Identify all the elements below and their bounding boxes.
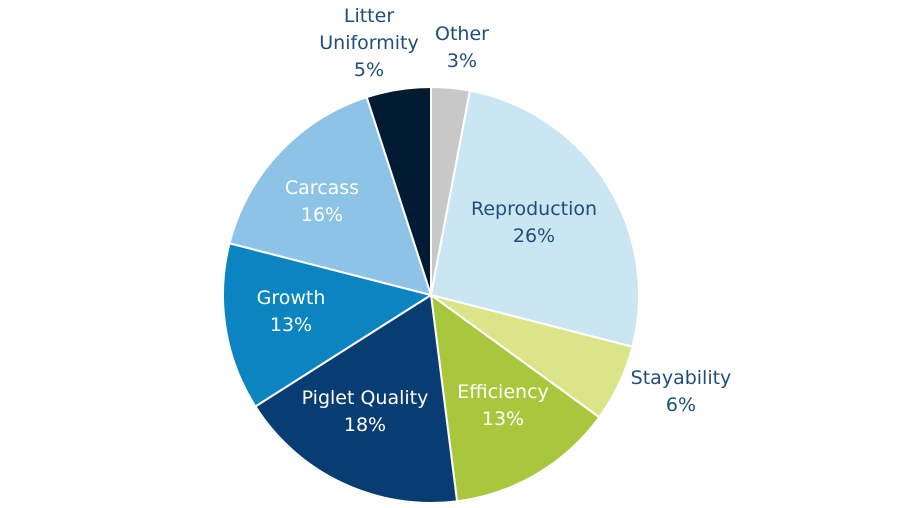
- slice-piglet-quality: [253, 293, 459, 504]
- label-reproduction: Reproduction 26%: [471, 198, 597, 247]
- slice-efficiency: [429, 292, 601, 503]
- slice-name: Litter: [344, 5, 394, 27]
- slice-percent: 26%: [513, 225, 555, 247]
- slice-name: Growth: [257, 287, 326, 309]
- label-litter-uniformity: Litter Uniformity 5%: [319, 5, 419, 81]
- label-piglet-quality: Piglet Quality 18%: [302, 387, 429, 436]
- pie-slices: [222, 85, 640, 504]
- label-stayability: Stayability 6%: [631, 367, 732, 416]
- slice-name: Piglet Quality: [302, 387, 429, 409]
- slice-growth: [222, 242, 434, 408]
- slice-name: Carcass: [285, 177, 359, 199]
- slice-name: Reproduction: [471, 198, 597, 220]
- label-growth: Growth 13%: [257, 287, 326, 336]
- slice-name: Uniformity: [319, 32, 419, 54]
- slice-name: Stayability: [631, 367, 732, 389]
- slice-percent: 18%: [344, 414, 386, 436]
- label-other: Other 3%: [435, 23, 489, 72]
- slice-percent: 3%: [447, 50, 477, 72]
- slice-percent: 13%: [270, 314, 312, 336]
- label-carcass: Carcass 16%: [285, 177, 359, 226]
- label-efficiency: Efficiency 13%: [457, 381, 549, 430]
- slice-percent: 13%: [482, 408, 524, 430]
- slice-percent: 6%: [666, 394, 696, 416]
- pie-labels: Other 3% Reproduction 26% Stayability 6% Effic…: [257, 5, 732, 436]
- slice-litter-uniformity: [365, 85, 432, 296]
- slice-reproduction: [429, 89, 640, 348]
- slice-percent: 16%: [301, 204, 343, 226]
- slice-carcass: [228, 95, 433, 297]
- slice-name: Other: [435, 23, 489, 45]
- slice-name: Efficiency: [457, 381, 549, 403]
- slice-percent: 5%: [354, 59, 384, 81]
